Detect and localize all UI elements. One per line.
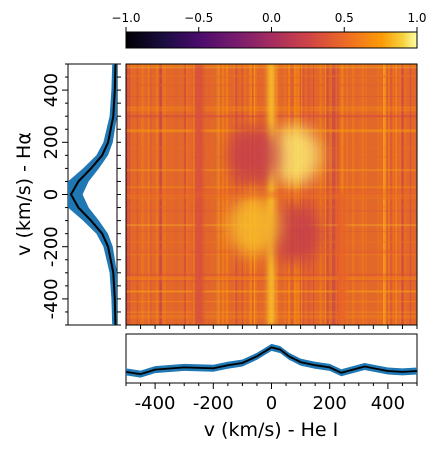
h-alpha-y-tick-label: -200 xyxy=(41,226,62,267)
h-alpha-y-axis-label: v (km/s) - Hα xyxy=(13,132,35,256)
he-i-x-tick-label: -200 xyxy=(193,393,234,414)
colorbar-tick-label: 0.0 xyxy=(262,11,281,25)
colorbar-tick-label: 0.5 xyxy=(335,11,354,25)
he-i-x-tick-label: -400 xyxy=(135,393,176,414)
h-alpha-y-tick-label: 200 xyxy=(41,125,62,159)
h-alpha-y-tick-label: -400 xyxy=(41,278,62,319)
colorbar-tick-label: −0.5 xyxy=(184,11,213,25)
heatmap-features xyxy=(126,64,417,325)
heatmap-column xyxy=(337,194,346,325)
colorbar-tick-label: −1.0 xyxy=(111,11,140,25)
h-alpha-y-ticks: -400 -200 0 200 400 xyxy=(41,63,121,326)
h-alpha-profile-line xyxy=(69,64,117,325)
heatmap-blob xyxy=(228,195,281,256)
he-i-frame xyxy=(125,333,418,384)
colorbar-tick-label: 1.0 xyxy=(407,11,426,25)
he-i-x-tick-label: 200 xyxy=(313,393,347,414)
he-i-x-tick-label: 400 xyxy=(371,393,405,414)
he-i-x-tick-label: 0 xyxy=(266,393,277,414)
he-i-x-axis-label: v (km/s) - He I xyxy=(204,419,338,441)
colorbar-ticks: −1.0 −0.5 0.0 0.5 1.0 xyxy=(111,11,427,32)
heatmap-band xyxy=(126,191,417,198)
h-alpha-y-tick-label: 400 xyxy=(41,73,62,107)
colorbar-gradient xyxy=(125,31,418,49)
heatmap-blob xyxy=(228,125,281,186)
heatmap-x-ticks xyxy=(125,325,418,329)
he-i-x-ticks: -400 -200 0 200 400 xyxy=(125,383,418,414)
heatmap-panel xyxy=(125,63,418,329)
colorbar: −1.0 −0.5 0.0 0.5 1.0 xyxy=(111,11,427,49)
h-alpha-panel: -400 -200 0 200 400 v (km/s) - Hα xyxy=(13,63,121,326)
he-i-panel: -400 -200 0 200 400 v (km/s) - He I xyxy=(125,333,418,441)
heatmap-blob xyxy=(268,125,321,186)
he-i-uncertainty-band xyxy=(126,343,417,378)
h-alpha-uncertainty-band xyxy=(68,64,117,325)
he-i-profile-line xyxy=(126,346,417,376)
heatmap-blob xyxy=(268,203,321,264)
h-alpha-y-tick-label: 0 xyxy=(41,189,62,200)
